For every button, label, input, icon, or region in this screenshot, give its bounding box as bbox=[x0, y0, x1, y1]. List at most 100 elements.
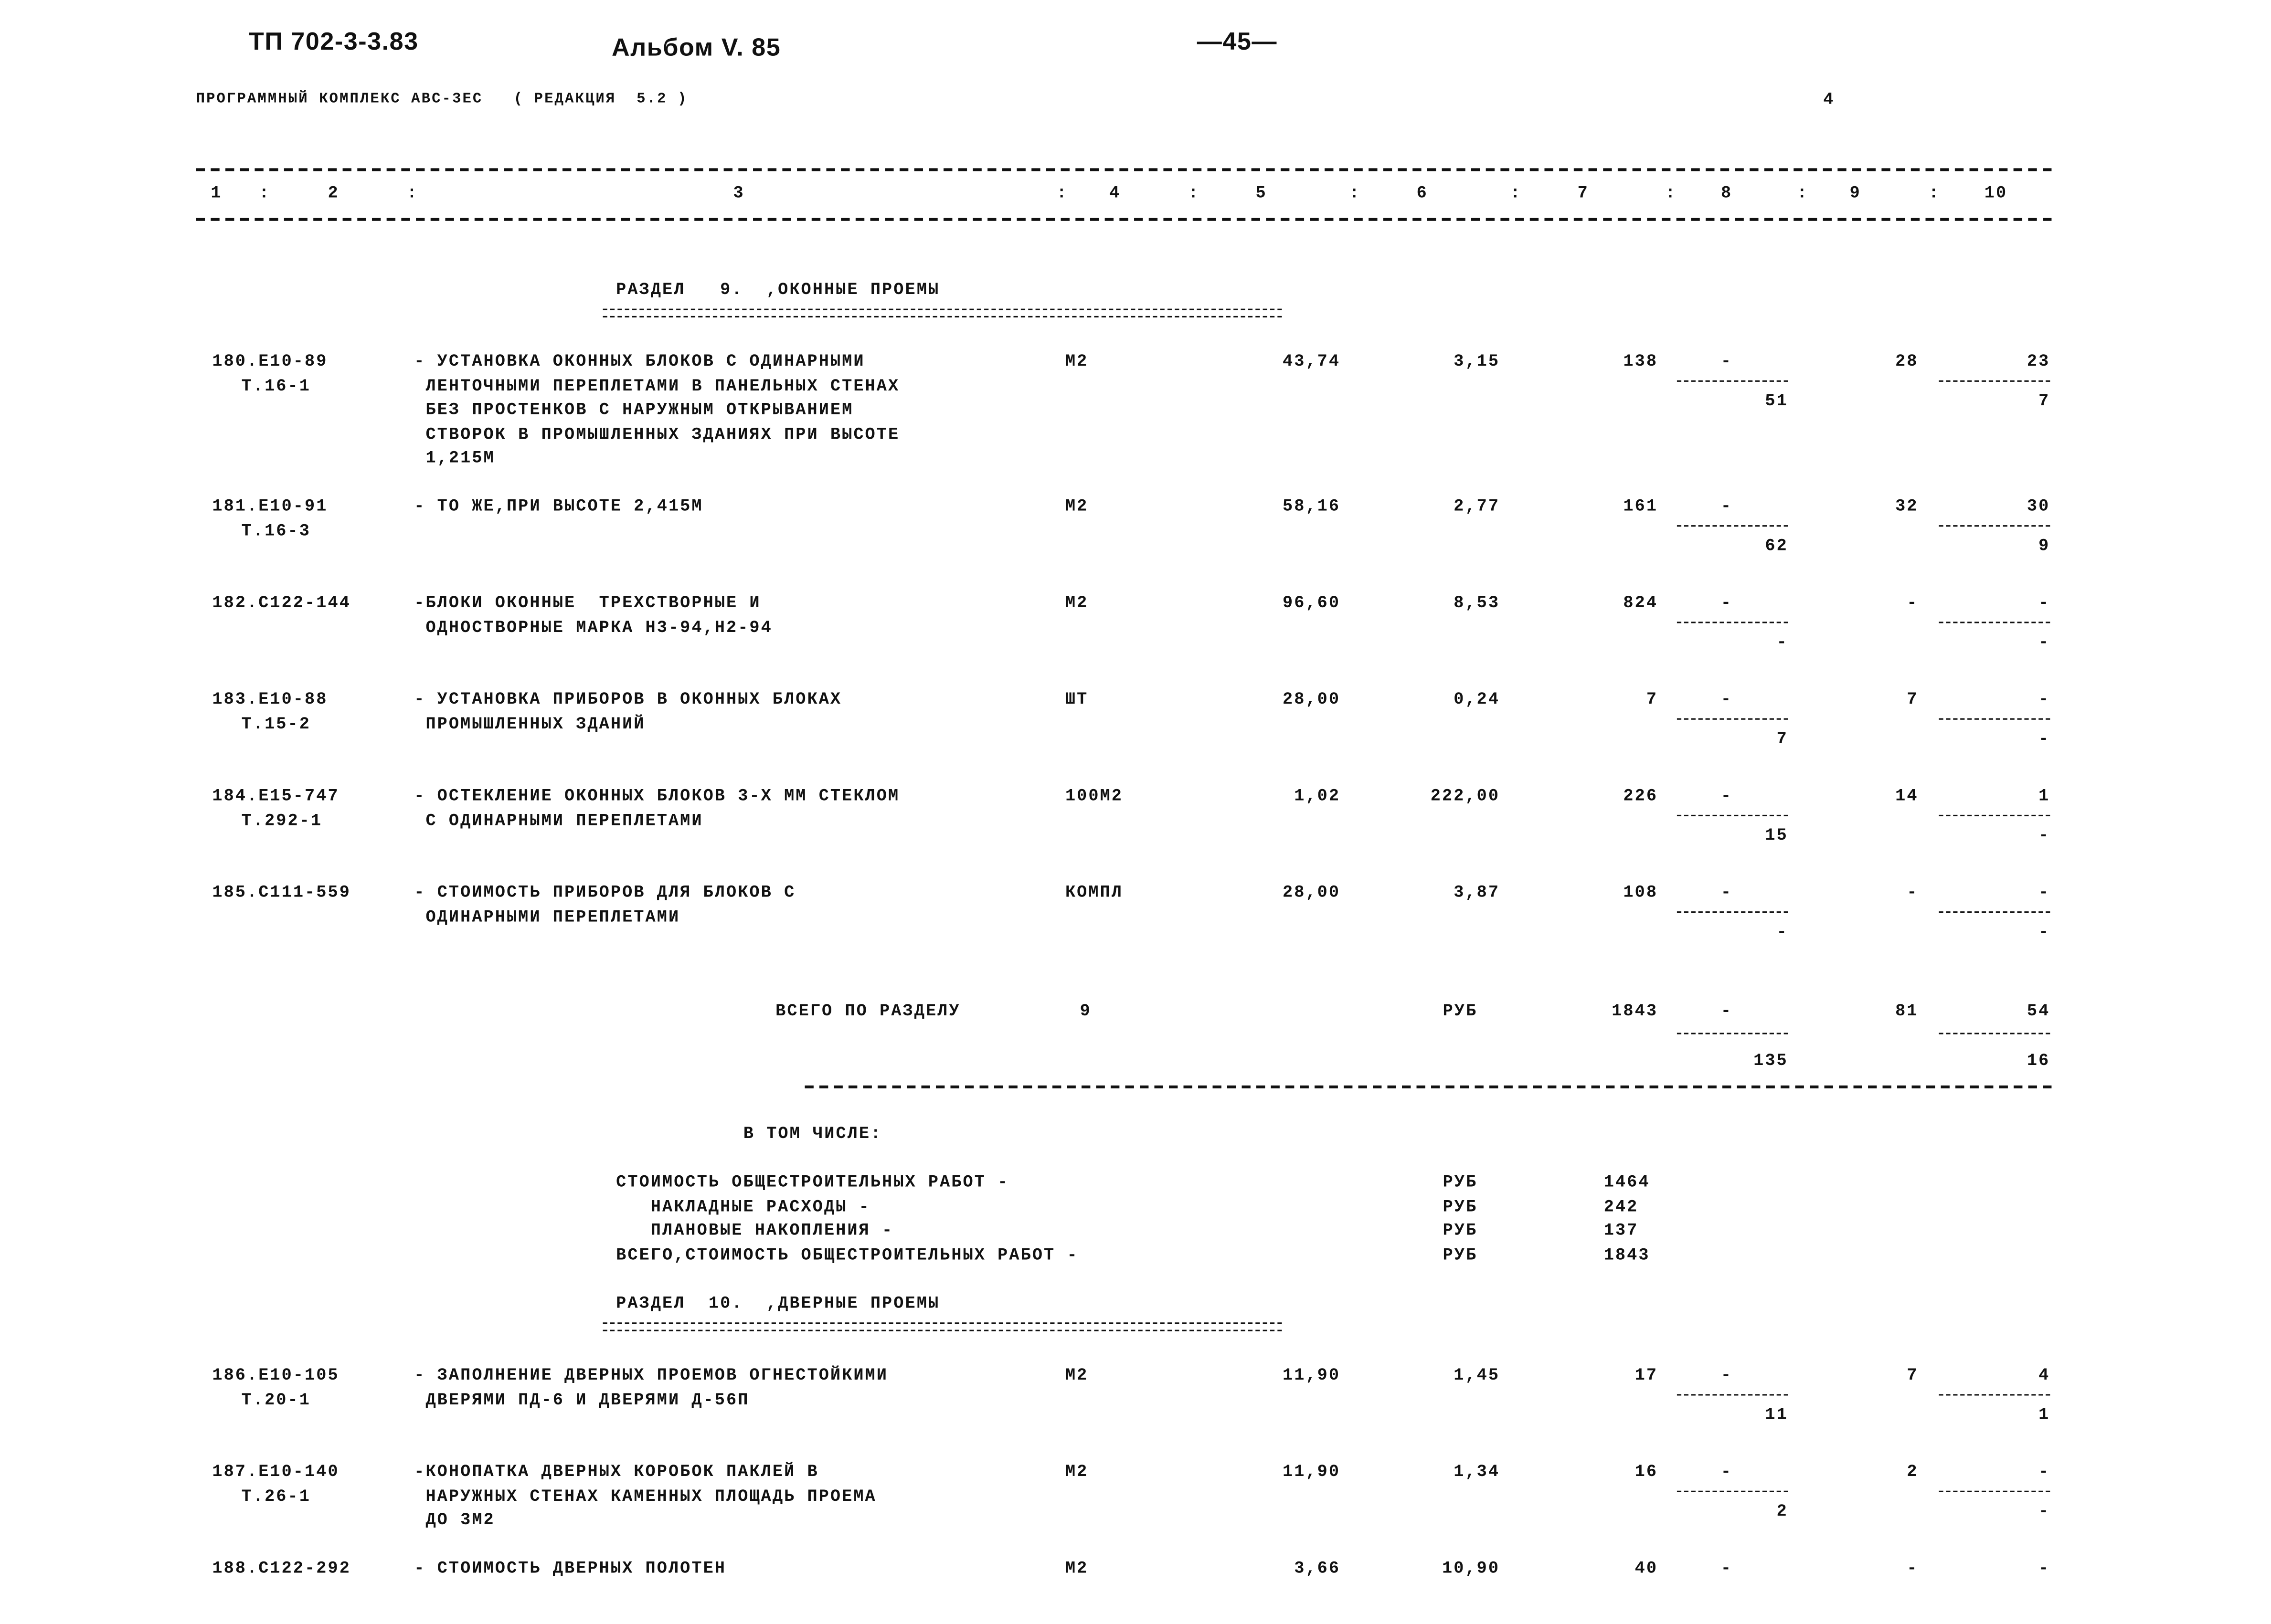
row-col10-top: - bbox=[2038, 1463, 2050, 1482]
row-unit: М2 bbox=[1065, 1463, 1089, 1482]
column-separator: : bbox=[1929, 184, 1941, 203]
breakdown-label: ПЛАНОВЫЕ НАКОПЛЕНИЯ - bbox=[616, 1222, 894, 1241]
row-col10-divider bbox=[1939, 380, 2050, 382]
row-description: - УСТАНОВКА ОКОННЫХ БЛОКОВ С ОДИНАРНЫМИ bbox=[414, 352, 865, 372]
row-unit: М2 bbox=[1065, 497, 1089, 517]
column-number: 2 bbox=[328, 184, 340, 203]
row-col8-divider bbox=[1677, 718, 1788, 720]
breakdown-unit: РУБ bbox=[1443, 1173, 1478, 1192]
column-separator: : bbox=[1797, 184, 1809, 203]
row-description: - ТО ЖЕ,ПРИ ВЫСОТЕ 2,415М bbox=[414, 497, 703, 517]
row-col8-bottom: 2 bbox=[1776, 1502, 1788, 1522]
row-col9: - bbox=[1907, 883, 1919, 903]
row-unit-price: 1,45 bbox=[1454, 1366, 1500, 1386]
column-separator: : bbox=[259, 184, 271, 203]
row-code: Т.20-1 bbox=[241, 1390, 311, 1410]
row-description: НАРУЖНЫХ СТЕНАХ КАМЕННЫХ ПЛОЩАДЬ ПРОЕМА bbox=[414, 1487, 877, 1506]
column-number: 3 bbox=[733, 184, 745, 203]
row-col10-bottom: - bbox=[2038, 730, 2050, 749]
row-col8-top: - bbox=[1720, 1366, 1733, 1386]
header-rule-bottom bbox=[196, 218, 2052, 221]
total-col10-bottom: 16 bbox=[2027, 1052, 2050, 1071]
row-col10-divider bbox=[1939, 1394, 2050, 1396]
row-col10-divider bbox=[1939, 622, 2050, 623]
column-number: 10 bbox=[1984, 184, 2008, 203]
row-col9: - bbox=[1907, 594, 1919, 613]
row-unit-price: 2,77 bbox=[1454, 497, 1500, 517]
row-col8-bottom: 51 bbox=[1765, 392, 1788, 411]
row-quantity: 28,00 bbox=[1282, 883, 1341, 903]
row-code: 184.Е15-747 bbox=[212, 787, 340, 806]
row-col9: 28 bbox=[1895, 352, 1919, 372]
total-col10-top: 54 bbox=[2027, 1002, 2050, 1022]
row-description: - ЗАПОЛНЕНИЕ ДВЕРНЫХ ПРОЕМОВ ОГНЕСТОЙКИМ… bbox=[414, 1366, 889, 1386]
row-total: 108 bbox=[1623, 883, 1658, 903]
breakdown-label: ВСЕГО,СТОИМОСТЬ ОБЩЕСТРОИТЕЛЬНЫХ РАБОТ - bbox=[616, 1246, 1079, 1265]
page-number: —45— bbox=[1197, 28, 1278, 56]
row-description: С ОДИНАРНЫМИ ПЕРЕПЛЕТАМИ bbox=[414, 811, 703, 831]
total-col9: 81 bbox=[1895, 1002, 1919, 1022]
sheet-number: 4 bbox=[1823, 90, 1835, 110]
row-unit: ШТ bbox=[1065, 690, 1089, 710]
row-code: Т.292-1 bbox=[241, 811, 323, 831]
row-col8-bottom: 62 bbox=[1765, 537, 1788, 556]
row-col10-top: 23 bbox=[2027, 352, 2050, 372]
total-section-number: 9 bbox=[1080, 1002, 1092, 1022]
total-col8-bottom: 135 bbox=[1753, 1052, 1788, 1071]
row-description: - СТОИМОСТЬ ДВЕРНЫХ ПОЛОТЕН bbox=[414, 1559, 727, 1579]
row-col8-divider bbox=[1677, 911, 1788, 913]
row-col9: 7 bbox=[1907, 1366, 1919, 1386]
row-description: ОДИНАРНЫМИ ПЕРЕПЛЕТАМИ bbox=[414, 907, 680, 927]
breakdown-value: 1464 bbox=[1603, 1173, 1650, 1192]
row-code: 182.С122-144 bbox=[212, 594, 351, 613]
row-unit: М2 bbox=[1065, 1559, 1089, 1579]
row-col8-top: - bbox=[1720, 352, 1733, 372]
column-separator: : bbox=[1349, 184, 1361, 203]
row-description: ОДНОСТВОРНЫЕ МАРКА Н3-94,Н2-94 bbox=[414, 618, 773, 637]
row-quantity: 96,60 bbox=[1282, 594, 1341, 613]
total-unit: РУБ bbox=[1443, 1002, 1478, 1022]
row-description: - ОСТЕКЛЕНИЕ ОКОННЫХ БЛОКОВ 3-Х ММ СТЕКЛ… bbox=[414, 787, 900, 806]
row-code: Т.15-2 bbox=[241, 715, 311, 734]
row-col10-bottom: - bbox=[2038, 923, 2050, 942]
row-col9: 32 bbox=[1895, 497, 1919, 517]
row-col8-top: - bbox=[1720, 787, 1733, 806]
row-description: БЕЗ ПРОСТЕНКОВ С НАРУЖНЫМ ОТКРЫВАНИЕМ bbox=[414, 401, 854, 420]
row-col8-bottom: 15 bbox=[1765, 826, 1788, 846]
row-col8-divider bbox=[1677, 622, 1788, 623]
section9-underline bbox=[603, 308, 1282, 317]
row-col10-bottom: 7 bbox=[2038, 392, 2050, 411]
program-label: ПРОГРАММНЫЙ КОМПЛЕКС АВС-3ЕС ( РЕДАКЦИЯ … bbox=[196, 92, 688, 108]
row-quantity: 58,16 bbox=[1282, 497, 1341, 517]
row-col10-top: - bbox=[2038, 594, 2050, 613]
row-code: Т.16-1 bbox=[241, 377, 311, 396]
row-description: 1,215М bbox=[414, 449, 495, 468]
row-unit: М2 bbox=[1065, 594, 1089, 613]
row-col8-bottom: - bbox=[1776, 923, 1788, 942]
row-col8-bottom: - bbox=[1776, 633, 1788, 653]
row-unit-price: 0,24 bbox=[1454, 690, 1500, 710]
row-unit: 100М2 bbox=[1065, 787, 1124, 806]
album-label: Альбом V. 85 bbox=[611, 33, 781, 62]
row-col8-top: - bbox=[1720, 1559, 1733, 1579]
row-quantity: 11,90 bbox=[1282, 1463, 1341, 1482]
row-col10-top: 4 bbox=[2038, 1366, 2050, 1386]
row-col10-bottom: - bbox=[2038, 826, 2050, 846]
row-description: - СТОИМОСТЬ ПРИБОРОВ ДЛЯ БЛОКОВ С bbox=[414, 883, 796, 903]
column-number: 1 bbox=[211, 184, 223, 203]
row-quantity: 43,74 bbox=[1282, 352, 1341, 372]
row-quantity: 28,00 bbox=[1282, 690, 1341, 710]
row-quantity: 1,02 bbox=[1294, 787, 1341, 806]
breakdown-label: НАКЛАДНЫЕ РАСХОДЫ - bbox=[616, 1197, 870, 1217]
row-total: 7 bbox=[1646, 690, 1658, 710]
row-col8-divider bbox=[1677, 380, 1788, 382]
row-col10-top: - bbox=[2038, 690, 2050, 710]
row-quantity: 3,66 bbox=[1294, 1559, 1341, 1579]
row-col8-top: - bbox=[1720, 690, 1733, 710]
breakdown-label: СТОИМОСТЬ ОБЩЕСТРОИТЕЛЬНЫХ РАБОТ - bbox=[616, 1173, 1009, 1192]
column-separator: : bbox=[1188, 184, 1200, 203]
row-col8-top: - bbox=[1720, 883, 1733, 903]
row-unit-price: 10,90 bbox=[1442, 1559, 1500, 1579]
section10-underline bbox=[603, 1322, 1282, 1331]
